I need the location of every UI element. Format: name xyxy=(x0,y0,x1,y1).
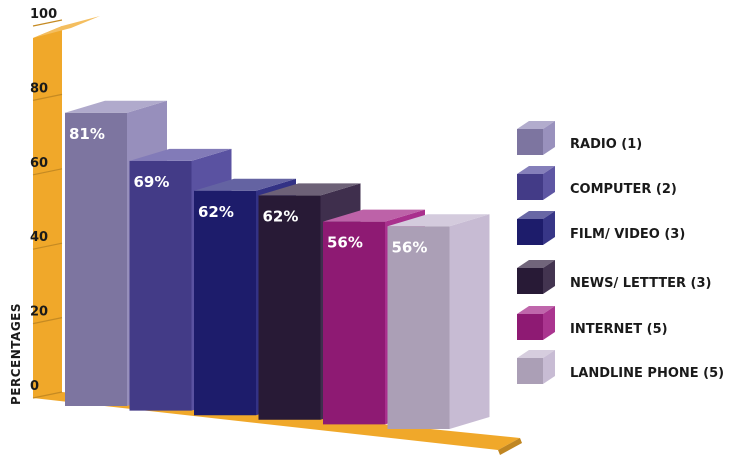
bar: 56% xyxy=(387,214,490,429)
legend-item: FILM/ VIDEO (3) xyxy=(517,211,685,245)
y-tick-label: 80 xyxy=(30,81,48,96)
floor-edge xyxy=(498,438,522,455)
y-tick-label: 100 xyxy=(30,7,57,22)
y-axis-ticks: 0 20 40 60 80 100 xyxy=(30,7,63,399)
wall-face xyxy=(33,26,62,398)
y-tick-label: 40 xyxy=(30,230,48,245)
legend: RADIO (1) COMPUTER (2) FILM/ VIDEO (3) NEWS… xyxy=(517,121,724,384)
y-gridline xyxy=(32,242,63,250)
legend-swatch-front xyxy=(517,219,543,245)
legend-swatch-top xyxy=(517,211,555,219)
legend-swatch-side xyxy=(543,260,555,294)
y-gridline xyxy=(32,168,63,176)
bar-data-label: 56% xyxy=(327,234,363,252)
bar-side xyxy=(449,214,490,429)
legend-item: LANDLINE PHONE (5) xyxy=(517,350,724,384)
bar-top xyxy=(387,214,490,227)
y-tick-label: 20 xyxy=(30,305,48,320)
legend-label: INTERNET (5) xyxy=(570,322,668,337)
legend-swatch-front xyxy=(517,314,543,340)
bar-top xyxy=(129,148,232,161)
legend-swatch-side xyxy=(543,306,555,340)
bar-front xyxy=(258,195,321,420)
bar-front xyxy=(323,221,385,425)
legend-swatch-front xyxy=(517,174,543,200)
wall-top xyxy=(33,16,100,38)
bar-front xyxy=(387,226,450,429)
bar-top xyxy=(323,209,425,222)
legend-item: INTERNET (5) xyxy=(517,306,668,340)
legend-swatch-side xyxy=(543,211,555,245)
y-gridline xyxy=(32,19,63,27)
legend-label: NEWS/ LETTTER (3) xyxy=(570,276,711,291)
bar-series: 81% 69% 62% 62% 56% 56% xyxy=(65,100,490,429)
bar-top xyxy=(65,100,167,113)
bar-top xyxy=(194,178,296,191)
bar-front xyxy=(129,160,192,411)
y-gridline xyxy=(32,317,63,325)
legend-label: RADIO (1) xyxy=(570,137,642,152)
legend-swatch-top xyxy=(517,121,555,129)
legend-label: COMPUTER (2) xyxy=(570,182,677,197)
y-axis-label: PERCENTAGES xyxy=(9,303,23,405)
legend-item: RADIO (1) xyxy=(517,121,642,155)
legend-swatch-front xyxy=(517,129,543,155)
legend-swatch-front xyxy=(517,268,543,294)
bar-top xyxy=(258,183,361,196)
legend-label: FILM/ VIDEO (3) xyxy=(570,227,685,242)
y-tick-label: 0 xyxy=(30,379,39,394)
bar-front xyxy=(194,190,256,416)
legend-swatch-side xyxy=(543,350,555,384)
legend-swatch-front xyxy=(517,358,543,384)
legend-swatch-top xyxy=(517,306,555,314)
y-gridline xyxy=(32,391,63,399)
y-tick-label: 60 xyxy=(30,156,48,171)
bar-data-label: 69% xyxy=(134,173,170,191)
chart-back-wall xyxy=(33,16,100,398)
legend-swatch-top xyxy=(517,260,555,268)
bar-data-label: 62% xyxy=(198,203,234,221)
legend-item: COMPUTER (2) xyxy=(517,166,677,200)
legend-swatch-side xyxy=(543,121,555,155)
bar-data-label: 81% xyxy=(69,125,105,143)
legend-item: NEWS/ LETTTER (3) xyxy=(517,260,711,294)
bar-front xyxy=(65,112,127,406)
legend-swatch-top xyxy=(517,350,555,358)
legend-swatch-top xyxy=(517,166,555,174)
legend-label: LANDLINE PHONE (5) xyxy=(570,366,724,381)
legend-swatch-side xyxy=(543,166,555,200)
bar-data-label: 62% xyxy=(263,207,299,225)
y-gridline xyxy=(32,93,63,101)
bar-data-label: 56% xyxy=(392,238,428,256)
